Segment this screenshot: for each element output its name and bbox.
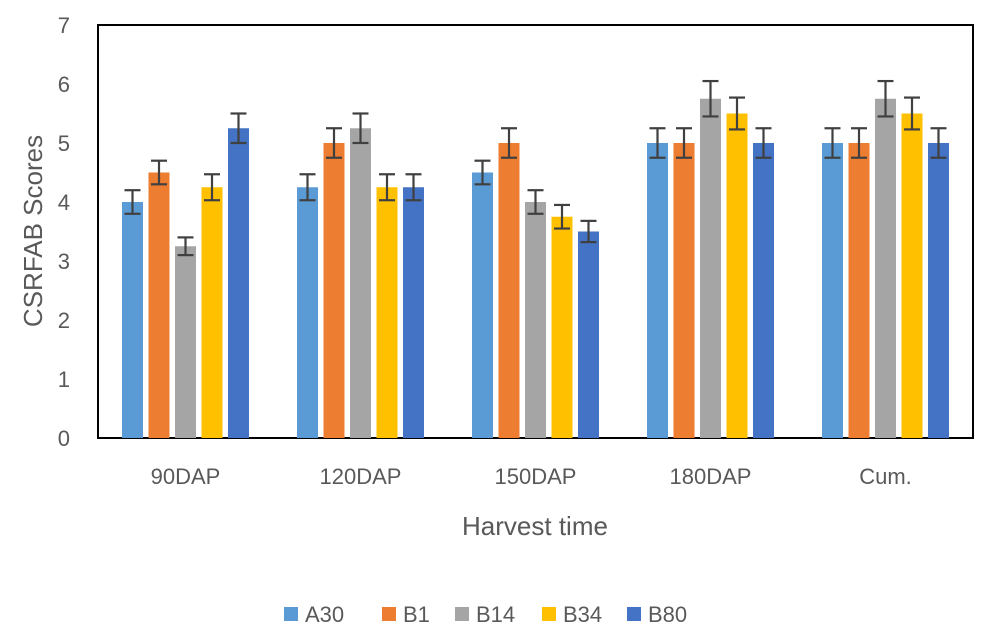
bar-b80-0 — [228, 128, 249, 438]
legend-label: B14 — [476, 602, 515, 627]
legend-swatch-b34 — [542, 607, 556, 621]
bar-b1-4 — [848, 143, 870, 438]
legend-label: B1 — [403, 602, 430, 627]
bar-b1-0 — [148, 172, 170, 438]
legend-swatch-b1 — [382, 607, 396, 621]
bar-a30-4 — [822, 143, 843, 438]
legend-swatch-b14 — [455, 607, 469, 621]
legend-swatch-a30 — [284, 607, 298, 621]
y-tick-label: 7 — [58, 13, 70, 38]
bar-b34-3 — [726, 113, 748, 438]
x-tick-label: 180DAP — [670, 464, 752, 489]
bar-a30-0 — [122, 202, 143, 438]
bar-b80-1 — [403, 187, 424, 438]
bar-b34-1 — [376, 187, 398, 438]
x-axis-ticks: 90DAP 120DAP 150DAP 180DAP Cum. — [151, 464, 912, 489]
bar-b14-3 — [700, 98, 721, 438]
x-tick-label: 120DAP — [320, 464, 402, 489]
y-tick-label: 3 — [58, 249, 70, 274]
bar-b14-1 — [350, 128, 371, 438]
bar-a30-2 — [472, 172, 493, 438]
bar-a30-3 — [647, 143, 668, 438]
legend-label: B80 — [648, 602, 687, 627]
y-tick-label: 4 — [58, 190, 70, 215]
x-tick-label: 90DAP — [151, 464, 221, 489]
bar-b34-2 — [551, 216, 573, 438]
legend-swatch-b80 — [627, 607, 641, 621]
y-tick-label: 5 — [58, 131, 70, 156]
bar-b80-3 — [753, 143, 774, 438]
legend-label: A30 — [305, 602, 344, 627]
bar-b1-3 — [673, 143, 695, 438]
bar-a30-1 — [297, 187, 318, 438]
bar-b1-1 — [323, 143, 345, 438]
legend: A30 B1 B14 B34 B80 — [284, 602, 687, 627]
bar-b34-0 — [201, 187, 223, 438]
legend-label: B34 — [563, 602, 602, 627]
x-tick-label: 150DAP — [495, 464, 577, 489]
bar-b80-2 — [578, 231, 599, 438]
x-axis-title: Harvest time — [462, 511, 608, 541]
error-bars-layer — [124, 79, 947, 257]
y-axis-ticks: 0 1 2 3 4 5 6 7 — [58, 13, 70, 451]
y-tick-label: 6 — [58, 72, 70, 97]
bars-layer — [122, 98, 949, 438]
bar-b80-4 — [928, 143, 949, 438]
bar-b14-2 — [525, 202, 546, 438]
x-tick-label: Cum. — [859, 464, 912, 489]
bar-b34-4 — [901, 113, 923, 438]
y-tick-label: 1 — [58, 367, 70, 392]
y-axis-title: CSRFAB Scores — [18, 135, 48, 327]
bar-b14-4 — [875, 98, 896, 438]
bar-b14-0 — [175, 246, 196, 438]
y-tick-label: 2 — [58, 308, 70, 333]
bar-b1-2 — [498, 143, 520, 438]
y-tick-label: 0 — [58, 426, 70, 451]
